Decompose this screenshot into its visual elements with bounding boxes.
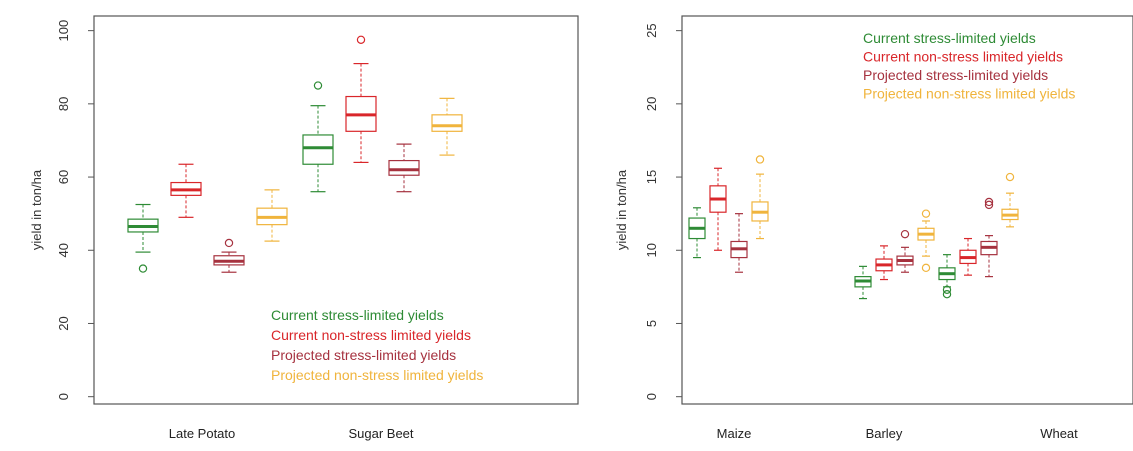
y-tick-label: 15 (644, 170, 659, 184)
y-tick-label: 60 (56, 170, 71, 184)
chart-panel-2: 0 5 10 15 20 25 yield in ton/ha Maize Barley Whea… (614, 15, 1133, 441)
x-category-label: Sugar Beet (348, 426, 413, 441)
box-f0b43c-wheat (1001, 172, 1019, 228)
outlier-point (900, 229, 910, 239)
outlier-point (942, 289, 952, 299)
legend-entry: Projected stress-limited yields (863, 67, 1048, 83)
legend-entry: Current stress-limited yields (271, 307, 444, 323)
y-tick-label: 0 (644, 393, 659, 400)
outlier-point (224, 238, 234, 248)
y-tick-label: 20 (56, 316, 71, 330)
box-f0b43c-barley (917, 209, 935, 273)
legend-entry: Projected non-stress limited yields (863, 86, 1075, 102)
box-d9262a-wheat (959, 237, 977, 276)
y-tick-label: 40 (56, 243, 71, 257)
outlier-point (138, 264, 148, 273)
x-category-label: Late Potato (169, 426, 236, 441)
box-f0b43c-maize (751, 155, 769, 240)
legend-entry: Current non-stress limited yields (271, 327, 471, 343)
outlier-point (755, 155, 765, 164)
legend: Current stress-limited yields Current non… (271, 307, 483, 383)
outlier-point (921, 263, 931, 273)
y-tick-label: 20 (644, 97, 659, 111)
y-tick-label: 100 (56, 20, 71, 42)
outlier-point (356, 35, 366, 44)
box-2e8b35-sugar-beet (302, 81, 334, 193)
x-category-label: Barley (866, 426, 903, 441)
outlier-point (942, 285, 952, 294)
box-a6323f-sugar-beet (388, 143, 420, 193)
box-a6323f-wheat (980, 197, 998, 278)
y-tick-label: 0 (56, 393, 71, 400)
y-axis-label: yield in ton/ha (614, 169, 629, 250)
legend-entry: Current stress-limited yields (863, 30, 1036, 46)
y-tick-label: 80 (56, 97, 71, 111)
box-iqr (431, 114, 463, 132)
box-f0b43c-late-potato (256, 189, 288, 242)
outlier-point (984, 197, 994, 207)
box-a6323f-late-potato (213, 238, 245, 273)
box-f0b43c-sugar-beet (431, 97, 463, 156)
y-axis-label: yield in ton/ha (29, 169, 44, 250)
outlier-point (313, 81, 323, 90)
box-iqr (388, 159, 420, 176)
x-category-label: Wheat (1040, 426, 1078, 441)
x-category-label: Maize (717, 426, 752, 441)
box-d9262a-late-potato (170, 163, 202, 218)
y-tick-label: 10 (644, 243, 659, 257)
chart-panel-1: 0 20 40 60 80 100 yield in ton/ha Late Potato Su… (29, 15, 579, 441)
outlier-point (1005, 172, 1015, 182)
box-2e8b35-maize (688, 207, 706, 259)
box-d9262a-sugar-beet (345, 35, 377, 164)
legend-entry: Current non-stress limited yields (863, 49, 1063, 65)
box-2e8b35-barley (854, 265, 872, 300)
plot-frame (681, 15, 1133, 405)
box-iqr (302, 134, 334, 165)
box-d9262a-barley (875, 245, 893, 281)
outlier-point (984, 200, 994, 210)
box-d9262a-maize (709, 167, 727, 251)
box-2e8b35-late-potato (127, 203, 159, 273)
box-2e8b35-wheat (938, 254, 956, 299)
legend-entry: Projected stress-limited yields (271, 347, 456, 363)
plot-frame (93, 15, 579, 405)
legend-entry: Projected non-stress limited yields (271, 367, 483, 383)
legend: Current stress-limited yields Current non… (863, 30, 1075, 102)
y-tick-label: 25 (644, 23, 659, 37)
box-a6323f-barley (896, 229, 914, 273)
y-tick-label: 5 (644, 320, 659, 327)
outlier-point (921, 209, 931, 218)
box-a6323f-maize (730, 213, 748, 273)
